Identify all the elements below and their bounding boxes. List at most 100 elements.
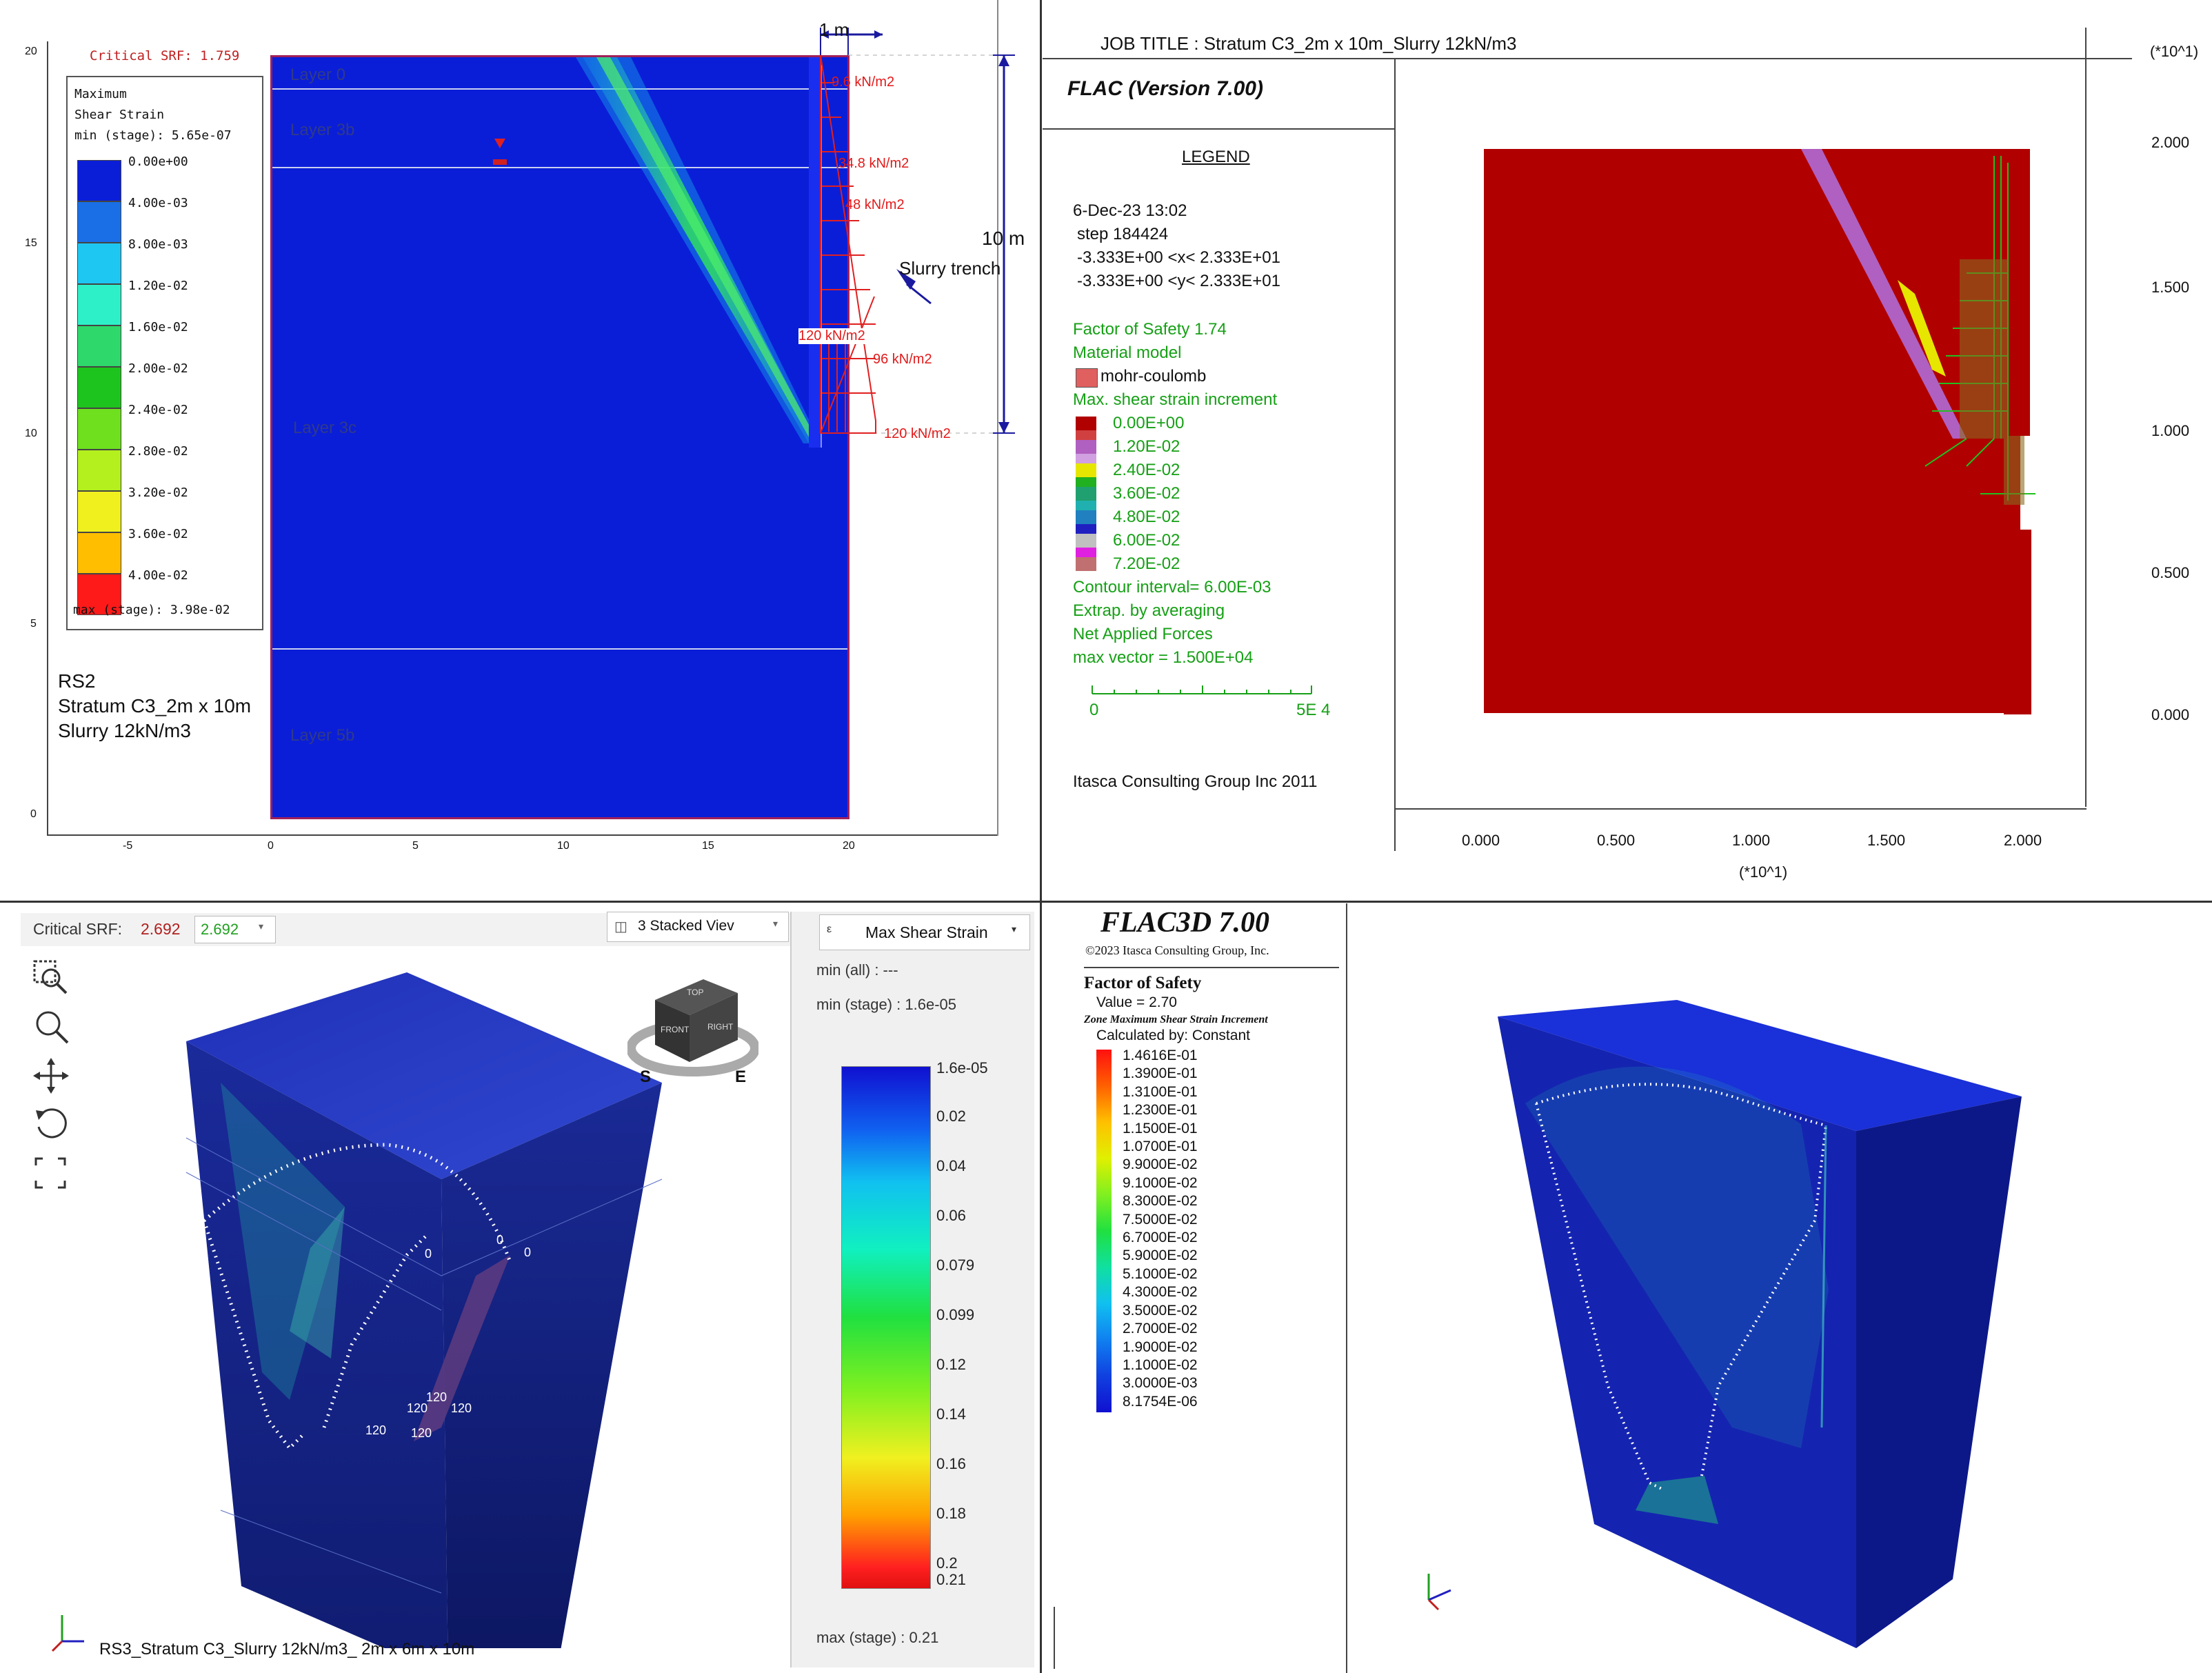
model-info: Stratum C3_2m x 10m <box>58 695 252 717</box>
colorbar-label: 0.21 <box>936 1571 966 1588</box>
result-type-label: Max Shear Strain <box>865 923 988 941</box>
colorbar-label: 0.12 <box>936 1356 966 1373</box>
legend-rule <box>1043 128 1396 130</box>
load-label: 120 <box>426 1390 448 1404</box>
flac3d-title: FLAC3D 7.00 <box>1100 907 1270 939</box>
srf-dropdown-value: 2.692 <box>201 921 239 938</box>
result-type-dropdown[interactable]: ε Max Shear Strain ▾ <box>819 914 1030 950</box>
stacked-view-icon: ◫ <box>614 919 627 934</box>
shear-label: 3.60E-02 <box>1113 484 1180 503</box>
colorbar-label: 5.1000E-02 <box>1123 1265 1198 1282</box>
legend-swatch <box>77 574 121 615</box>
zone-title: Zone Maximum Shear Strain Increment <box>1084 1014 1268 1025</box>
x-tick: -5 <box>123 840 133 852</box>
legend-label: 2.00e-02 <box>128 361 188 376</box>
cube-face-label: TOP <box>687 988 704 997</box>
layer-label: Layer 3b <box>290 121 355 139</box>
legend-label: 8.00e-03 <box>128 237 188 252</box>
y-tick: 5 <box>30 618 37 630</box>
load-label: 34.8 kN/m2 <box>838 156 909 171</box>
y-tick: 0.500 <box>2151 564 2190 581</box>
x-tick: 1.000 <box>1732 832 1771 849</box>
zoom-icon[interactable] <box>32 1007 73 1048</box>
legend-date: 6-Dec-23 13:02 <box>1073 201 1187 220</box>
rotate-icon[interactable] <box>32 1103 73 1145</box>
layer-label: Layer 0 <box>290 66 346 84</box>
flac-version: FLAC (Version 7.00) <box>1067 77 1263 100</box>
colorbar-label: 6.7000E-02 <box>1123 1230 1198 1246</box>
legend-xrange: -3.333E+00 <x< 2.333E+01 <box>1077 248 1280 267</box>
legend-swatch <box>77 408 121 450</box>
pan-icon[interactable] <box>32 1056 73 1098</box>
colorbar-label: 1.0700E-01 <box>1123 1139 1198 1155</box>
colorbar-label: 0.099 <box>936 1306 975 1323</box>
shear-label: 6.00E-02 <box>1113 531 1180 550</box>
load-label: 120 <box>407 1401 428 1415</box>
rs2-right-border <box>997 0 998 836</box>
vector-scale <box>1092 685 1312 694</box>
cube-face-label: FRONT <box>661 1025 690 1034</box>
flac-panel: JOB TITLE : Stratum C3_2m x 10m_Slurry 1… <box>1043 0 2212 899</box>
min-stage: min (stage) : 1.6e-05 <box>816 996 956 1013</box>
legend-max: max (stage): 3.98e-02 <box>73 603 230 617</box>
x-tick: 15 <box>702 840 714 852</box>
zoom-extents-icon[interactable] <box>32 1154 73 1196</box>
load-label: 120 kN/m2 <box>884 426 951 441</box>
copyright: ©2023 Itasca Consulting Group, Inc. <box>1085 943 1269 957</box>
colorbar-label: 0.079 <box>936 1256 975 1274</box>
rs3-panel: Critical SRF: 2.692 2.692 ▾ ◫ 3 Stacked … <box>0 903 1038 1673</box>
colorbar-label: 1.3900E-01 <box>1123 1065 1198 1082</box>
legend-min: min (stage): 5.65e-07 <box>74 128 232 143</box>
mohr-swatch <box>1076 368 1098 388</box>
x-tick: 10 <box>557 840 570 852</box>
model-caption: RS3_Stratum C3_Slurry 12kN/m3_ 2m x 6m x… <box>99 1640 475 1659</box>
width-label: 1 m <box>819 19 849 40</box>
colorbar-label: 1.2300E-01 <box>1123 1102 1198 1119</box>
shear-title: Max. shear strain increment <box>1073 390 1278 409</box>
shear-label: 0.00E+00 <box>1113 414 1185 432</box>
view-cube[interactable]: TOP FRONT RIGHT S E <box>626 952 760 1090</box>
colorbar-label: 0.16 <box>936 1455 966 1472</box>
calc-label: Calculated by: Constant <box>1096 1028 1250 1043</box>
multiplier-label: (*10^1) <box>1739 863 1788 881</box>
chevron-down-icon: ▾ <box>259 921 264 932</box>
colorbar-label: 7.5000E-02 <box>1123 1211 1198 1228</box>
x-tick: 0.500 <box>1597 832 1636 849</box>
y-tick: 15 <box>25 237 37 249</box>
zoom-window-icon[interactable] <box>32 959 73 1000</box>
load-label: 96 kN/m2 <box>873 352 932 367</box>
x-tick: 1.500 <box>1867 832 1906 849</box>
legend-swatch <box>77 201 121 243</box>
scale-max: 5E 4 <box>1296 701 1331 719</box>
stacked-view-button[interactable]: ◫ 3 Stacked Viev ▾ <box>607 912 789 942</box>
max-vector-label: max vector = 1.500E+04 <box>1073 648 1254 667</box>
fos-label: Factor of Safety 1.74 <box>1073 320 1227 339</box>
contour-label: Contour interval= 6.00E-03 <box>1073 578 1271 597</box>
load-label: 120 <box>411 1426 432 1440</box>
colorbar-label: 3.0000E-03 <box>1123 1375 1198 1392</box>
y-tick: 20 <box>25 46 37 57</box>
title-rule <box>1043 58 2132 59</box>
flac3d-labels: 1.4616E-01 1.3900E-01 1.3100E-01 1.2300E… <box>1123 1047 1198 1411</box>
fos-title: Factor of Safety <box>1084 974 1202 992</box>
legend-label: 1.20e-02 <box>128 279 188 293</box>
legend-divider <box>1394 58 1396 851</box>
company-label: Itasca Consulting Group Inc 2011 <box>1073 772 1318 791</box>
critical-srf: Critical SRF: 1.759 <box>90 48 240 63</box>
load-label: 120 kN/m2 <box>798 328 865 344</box>
srf-dropdown[interactable]: 2.692 ▾ <box>194 916 276 943</box>
multiplier-label: (*10^1) <box>2150 43 2199 60</box>
rs2-model: Layer 0 Layer 3b Layer 3c Layer 5b <box>270 55 849 819</box>
legend-label: 3.60e-02 <box>128 527 188 541</box>
net-forces-label: Net Applied Forces <box>1073 625 1213 643</box>
colorbar-label: 0.18 <box>936 1505 966 1522</box>
colorbar-label: 0.2 <box>936 1554 958 1572</box>
load-label: 0 <box>425 1247 432 1261</box>
axis-triad-icon <box>51 1615 84 1652</box>
left-rule <box>1054 1607 1055 1669</box>
flac-plot <box>1484 149 2035 714</box>
plot-right-border <box>2085 28 2087 807</box>
legend-step: step 184424 <box>1077 225 1169 243</box>
colorbar-label: 9.1000E-02 <box>1123 1174 1198 1191</box>
y-tick: 0.000 <box>2151 706 2190 723</box>
